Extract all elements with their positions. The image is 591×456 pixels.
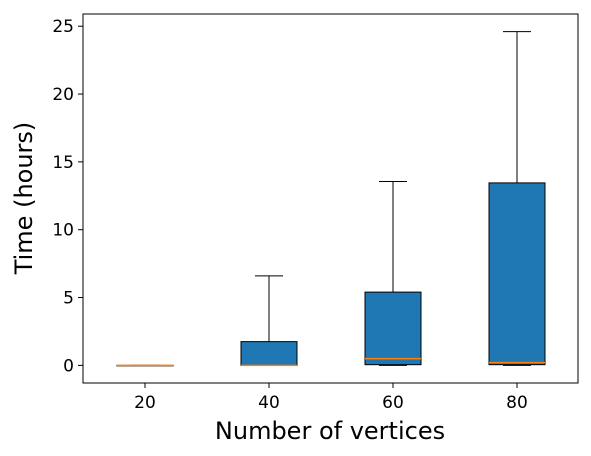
box-80	[488, 31, 546, 366]
y-tick-label: 20	[52, 85, 74, 105]
y-axis-label: Time (hours)	[10, 122, 38, 276]
x-tick-label: 20	[134, 393, 156, 413]
box-group	[116, 31, 546, 367]
x-tick-label: 60	[382, 393, 404, 413]
x-tick-label: 40	[258, 393, 280, 413]
y-tick-label: 25	[52, 17, 74, 37]
x-axis-ticks: 20 40 60 80	[134, 383, 528, 413]
y-axis-ticks: 0 5 10 15 20 25	[52, 17, 83, 376]
box-40	[240, 275, 298, 367]
x-tick-label: 80	[506, 393, 528, 413]
iqr-box	[488, 182, 546, 366]
y-tick-label: 0	[63, 356, 74, 376]
y-tick-label: 5	[63, 289, 74, 309]
y-tick-label: 10	[52, 221, 74, 241]
iqr-box	[240, 341, 298, 366]
box-60	[364, 181, 422, 366]
plot-frame	[82, 13, 579, 384]
x-axis-label: Number of vertices	[215, 417, 445, 445]
box-20	[116, 364, 174, 367]
y-tick-label: 15	[52, 153, 74, 173]
iqr-box	[364, 291, 422, 366]
